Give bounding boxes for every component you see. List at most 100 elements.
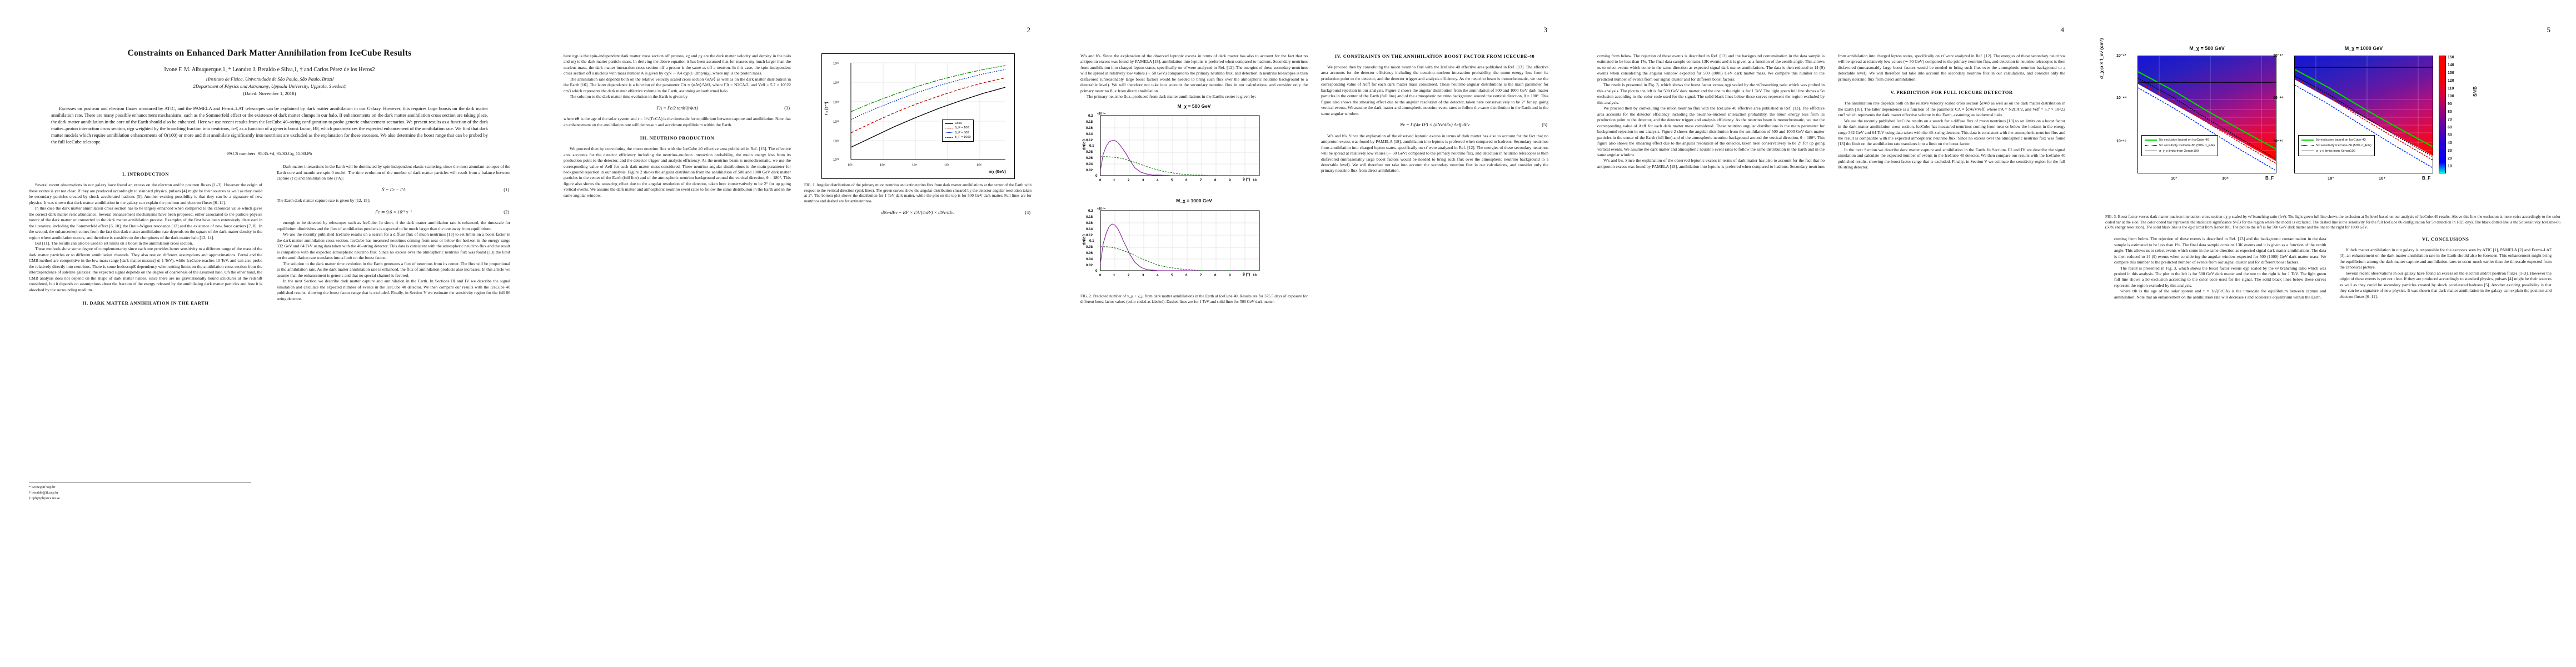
paragraph: These methods show some degree of comple… [29,246,262,292]
figure-3-caption: FIG. 3. Boost factor versus dark matter … [2105,215,2560,230]
figure-1-legend: Equil. B_F = 100 B_F = 500 B_F = 10 [941,120,974,142]
legend-label: 5σ exclusion based on IceCube-40 [2159,138,2209,142]
paragraph: The result is presented in Fig. 3, which… [1597,82,1825,105]
equation-3: ΓA = Γc/2 tanh²(t⊕/τ) (3) [564,105,791,112]
svg-text:4: 4 [1157,273,1159,277]
figure-3-ytick: 10⁻⁴³ [2273,54,2283,58]
date-line: (Dated: November 1, 2018) [243,91,296,97]
legend-swatch-sensitivity [2145,145,2157,146]
section-heading-constraints: IV. CONSTRAINTS ON THE ANNIHILATION BOOS… [1334,53,1535,59]
svg-text:6: 6 [1185,178,1188,182]
footnote-item[interactable]: † beraldo@if.usp.br [29,491,58,495]
legend-item: 5σ exclusion based on IceCube-40 [2145,137,2215,143]
equation-1: Ṅ = Γc − ΓA (1) [277,187,510,193]
svg-text:0.14: 0.14 [1086,132,1093,136]
figure-1: 10²³ 10²² 10²¹ 10²⁰ 10¹⁹ 10¹⁸ 10² 10³ 10⁴ 10⁵… [804,53,1032,205]
paragraph: The Earth dark matter capture rate is gi… [277,198,370,203]
svg-text:0.02: 0.02 [1086,263,1093,267]
svg-text:10⁶: 10⁶ [976,163,982,167]
section-heading-dm-earth: II. DARK MATTER ANNIHILATION IN THE EART… [82,300,209,306]
svg-text:9: 9 [1229,273,1231,277]
svg-text:5: 5 [1171,178,1173,182]
footnote-item[interactable]: ‡ cph@physics.uu.se [29,496,60,501]
paragraph: We use the recently published IceCube re… [1838,118,2065,147]
svg-text:10: 10 [1253,273,1257,277]
abstract: Excesses on positron and electron fluxes… [51,105,488,145]
legend-swatch-bf1000 [944,137,953,138]
colorbar-tick: 50 [2448,133,2452,137]
svg-text:0.18: 0.18 [1086,120,1093,124]
figure-2-panel-1-title: M_χ = 500 GeV [1177,103,1211,109]
legend-item: 5σ exclusion based on IceCube-40 [2301,137,2371,143]
legend-item: 5σ sensitivity IceCube-86 (50% σ_E/E) [2301,143,2371,148]
colorbar-tick: 20 [2448,157,2452,161]
colorbar-tick: 100 [2448,94,2454,98]
legend-swatch-exclusion [2301,139,2314,141]
paragraph: where t⊕ is the age of the solar system … [2114,288,2326,300]
figure-2-panel-1-exponent: ×10⁻¹⁸ [1097,112,1106,116]
figure-1-svg: 10²³ 10²² 10²¹ 10²⁰ 10¹⁹ 10¹⁸ 10² 10³ 10⁴ 10⁵… [825,62,1006,174]
footnote-item[interactable]: * ivone@if.usp.br [29,485,56,490]
figure-2-panel-1: 0.2 0.18 0.16 0.14 0.12 0.1 0.08 0.06 0.04 0.0… [1083,112,1260,182]
svg-text:0.06: 0.06 [1086,251,1093,255]
figure-2-panel-2-exponent: ×10⁻¹⁸ [1097,207,1106,211]
paragraph: coming from below. The rejection of thes… [1597,53,1825,82]
figure-3-ylabel: σ_χ-p × f_νν̄ (cm²) [2099,38,2104,79]
svg-text:1: 1 [1113,178,1115,182]
figure-3-heatmap-2: 5σ exclusion based on IceCube-40 5σ sens… [2294,56,2433,173]
svg-text:0.16: 0.16 [1086,126,1093,130]
legend-label: Equil. [954,122,963,125]
legend-item: Equil. [944,121,971,126]
svg-text:10¹⁸: 10¹⁸ [833,158,840,162]
figure-3-panel-2-title: M_χ = 1000 GeV [2344,46,2383,51]
figure-3-ytick: 10⁻⁴⁵ [2116,140,2127,143]
legend-swatch-exclusion [2145,139,2157,141]
svg-text:5: 5 [1171,273,1173,277]
equation-2-number: (2) [504,209,509,215]
paragraph: We proceed then by convoluting the muon … [1597,106,1825,157]
legend-item: 5σ sensitivity IceCube-86 (50% σ_E/E) [2145,143,2215,148]
svg-text:0.12: 0.12 [1086,233,1093,237]
svg-text:8: 8 [1214,273,1217,277]
svg-text:0.08: 0.08 [1086,150,1093,154]
svg-text:0.04: 0.04 [1086,162,1093,166]
equation-1-body: Ṅ = Γc − ΓA [381,187,406,192]
page2-body: here σχp is the spin–independent dark ma… [564,53,1032,654]
figure-3-xtick: 10⁴ [2222,176,2229,181]
figure-1-xlabel: mχ (GeV) [989,170,1006,174]
paragraph: We use the recently published IceCube re… [277,232,510,261]
svg-text:0.1: 0.1 [1089,239,1094,243]
svg-text:10²: 10² [848,164,853,167]
figure-2-panel-2-ylabel: dN/dθ [1083,234,1087,245]
colorbar-tick: 60 [2448,126,2452,130]
paragraph: The annihilation rate depends both on th… [564,76,791,93]
svg-text:0.1: 0.1 [1089,144,1094,148]
page-number: 4 [2060,26,2065,34]
page-2: 2 here σχp is the spin–independent dark … [539,0,1056,667]
svg-text:0: 0 [1095,269,1098,273]
equation-3-number: (3) [784,105,790,111]
figure-2-panel-2-xlabel: θ (°) [1243,272,1250,277]
figure-3-xtick: 10⁴ [2379,176,2386,181]
legend-swatch-equil [944,123,953,124]
paragraph: In the next Section we describe dark mat… [277,278,510,301]
svg-text:0.18: 0.18 [1086,215,1093,219]
figure-3-colorbar [2439,56,2446,173]
page-number: 3 [1543,26,1548,34]
paragraph: The annihilation rate depends both on th… [1838,101,2065,118]
svg-text:0: 0 [1099,178,1102,182]
svg-text:9: 9 [1229,178,1231,182]
svg-text:0.16: 0.16 [1086,221,1093,225]
paragraph: If dark matter annihilation in our galax… [2339,247,2552,270]
paragraph: The solution to the dark matter time evo… [570,94,688,99]
legend-label: 5σ sensitivity IceCube-86 (50% σ_E/E) [2159,143,2215,147]
figure-2-panel-1-xlabel: θ (°) [1243,177,1250,182]
svg-text:0.2: 0.2 [1088,209,1093,213]
svg-text:10³: 10³ [880,164,885,167]
section-heading-neutrino-production: III. NEUTRINO PRODUCTION [640,135,715,141]
equation-4-body: dNν/dEν = BF × ΓA/(4πR²) × dNν/dEν [881,210,955,215]
svg-text:1: 1 [1113,273,1115,277]
colorbar-tick: 150 [2448,56,2454,59]
figure-2-panel-1-ylabel: dN/dθ [1083,140,1087,151]
legend-item: σ_χ-p limits from Xenon100 [2301,148,2371,154]
